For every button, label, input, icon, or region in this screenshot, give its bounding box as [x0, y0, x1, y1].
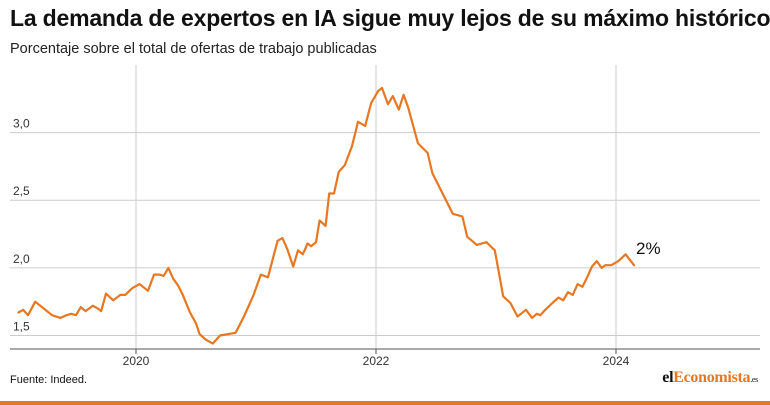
logo-part-3: .es	[750, 375, 758, 384]
x-tick-label: 2022	[363, 354, 390, 368]
eleconomista-logo: elEconomista.es	[662, 369, 758, 387]
x-tick-label: 2020	[123, 354, 150, 368]
y-tick-label: 3,0	[13, 117, 30, 131]
source-note: Fuente: Indeed.	[10, 374, 88, 386]
series-layer	[17, 86, 636, 345]
series-line	[17, 86, 636, 345]
chart-subtitle: Porcentaje sobre el total de ofertas de …	[10, 41, 377, 57]
end-value-label: 2%	[636, 239, 661, 258]
y-tick-label: 2,5	[13, 184, 30, 198]
grid-layer	[10, 65, 760, 349]
line-chart: 1,5 2,0 2,5 3,0 2020 2022 2024 2%	[10, 65, 760, 368]
brand-bottom-bar	[0, 401, 770, 405]
label-layer: 1,5 2,0 2,5 3,0 2020 2022 2024 2%	[13, 117, 661, 368]
logo-part-2: Economista	[673, 369, 751, 386]
axis-layer	[10, 348, 760, 354]
chart-title: La demanda de expertos en IA sigue muy l…	[10, 5, 770, 31]
y-tick-label: 1,5	[13, 319, 30, 333]
logo-part-1: el	[662, 369, 674, 386]
y-tick-label: 2,0	[13, 252, 30, 266]
x-tick-label: 2024	[603, 354, 630, 368]
